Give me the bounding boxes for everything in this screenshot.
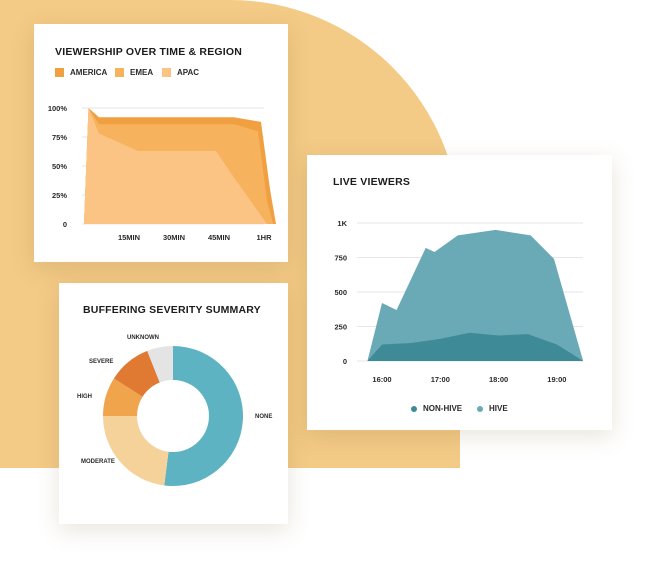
slice-label-unknown: UNKNOWN xyxy=(127,335,159,341)
x-tick-label: 16:00 xyxy=(372,375,391,384)
x-tick-label: 30MIN xyxy=(163,233,185,242)
live-viewers-chart: 1K 750 500 250 0 16:00 17:00 18:00 19:00 xyxy=(334,219,584,384)
legend-dot-non-hive xyxy=(411,405,417,412)
donut-slice-severe xyxy=(113,350,160,397)
legend-label-hive: HIVE xyxy=(489,404,508,413)
viewership-card: VIEWERSHIP OVER TIME & REGION AMERICA EM… xyxy=(34,24,288,262)
area-hive xyxy=(367,229,584,361)
live-viewers-card: LIVE VIEWERS 1K 750 500 250 0 16:00 17:00 18:00… xyxy=(307,155,612,430)
legend-non-hive: NON-HIVE xyxy=(411,404,462,413)
donut-slice-unknown xyxy=(147,346,173,383)
legend-hive: HIVE xyxy=(477,404,508,413)
donut-slice-moderate xyxy=(103,416,169,486)
area-apac xyxy=(84,108,267,224)
y-tick-label: 100% xyxy=(48,104,68,113)
y-tick-label: 50% xyxy=(52,162,67,171)
y-tick-label: 750 xyxy=(334,254,347,263)
x-tick-label: 17:00 xyxy=(431,375,450,384)
legend-swatch-america xyxy=(55,68,64,77)
y-tick-label: 25% xyxy=(52,191,67,200)
y-tick-label: 250 xyxy=(334,323,347,332)
legend-dot-hive xyxy=(477,405,483,412)
legend-emea: EMEA xyxy=(115,68,153,77)
live-viewers-title: LIVE VIEWERS xyxy=(333,176,411,188)
slice-label-moderate: MODERATE xyxy=(81,459,115,465)
y-tick-label: 500 xyxy=(334,288,347,297)
slice-label-severe: SEVERE xyxy=(89,359,113,365)
slice-label-none: NONE xyxy=(255,414,272,420)
x-tick-label: 15MIN xyxy=(118,233,140,242)
legend-america: AMERICA xyxy=(55,68,107,77)
legend-label-non-hive: NON-HIVE xyxy=(423,404,463,413)
y-tick-label: 75% xyxy=(52,133,67,142)
viewership-title: VIEWERSHIP OVER TIME & REGION xyxy=(55,46,243,58)
legend-label-emea: EMEA xyxy=(130,68,154,77)
y-tick-label: 0 xyxy=(63,220,67,229)
x-tick-label: 1HR xyxy=(256,233,272,242)
legend-label-apac: APAC xyxy=(177,68,200,77)
x-tick-label: 19:00 xyxy=(547,375,566,384)
y-tick-label: 1K xyxy=(337,219,347,228)
legend-apac: APAC xyxy=(162,68,199,77)
donut-slice-high xyxy=(103,378,143,416)
buffering-donut-chart: NONE MODERATE HIGH SEVERE UNKNOWN xyxy=(77,335,272,486)
x-tick-label: 45MIN xyxy=(208,233,230,242)
buffering-title: BUFFERING SEVERITY SUMMARY xyxy=(83,304,261,316)
slice-label-high: HIGH xyxy=(77,394,92,400)
area-non-hive xyxy=(367,332,584,361)
legend-swatch-apac xyxy=(162,68,171,77)
y-tick-label: 0 xyxy=(343,357,347,366)
legend-label-america: AMERICA xyxy=(70,68,108,77)
viewership-chart: 100% 75% 50% 25% 0 15MIN 30MIN 45MIN 1HR xyxy=(48,104,276,242)
legend-swatch-emea xyxy=(115,68,124,77)
x-tick-label: 18:00 xyxy=(489,375,508,384)
donut-slice-none xyxy=(164,346,243,486)
buffering-card: BUFFERING SEVERITY SUMMARY NONE MODERATE H… xyxy=(59,283,288,524)
